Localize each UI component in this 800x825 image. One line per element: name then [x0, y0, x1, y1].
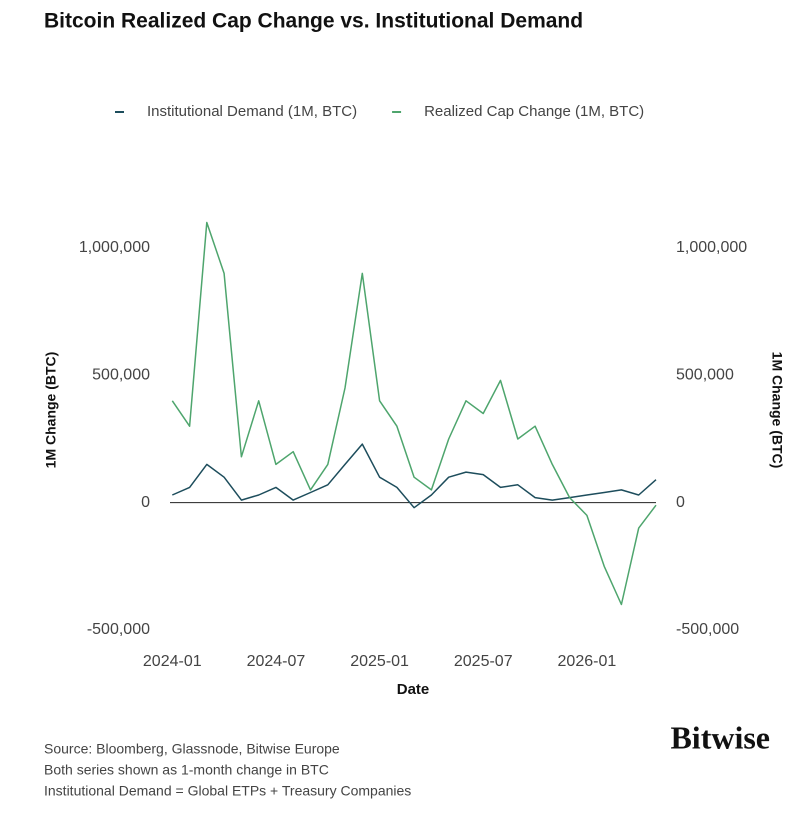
legend-label: Realized Cap Change (1M, BTC): [424, 103, 644, 120]
y2-tick-label: 500,000: [676, 367, 734, 384]
y-tick-label: -500,000: [87, 621, 150, 638]
y-tick-label: 0: [141, 494, 150, 511]
x-tick-label: 2025-01: [350, 653, 409, 670]
x-tick-label: 2024-01: [143, 653, 202, 670]
y-tick-label: 1,000,000: [79, 239, 150, 256]
source-line: Both series shown as 1-month change in B…: [44, 762, 329, 778]
x-tick-label: 2025-07: [454, 653, 513, 670]
x-tick-label: 2026-01: [558, 653, 617, 670]
series-line: [171, 221, 657, 606]
logo: Bitwise: [670, 719, 770, 755]
y-axis-label: 1M Change (BTC): [43, 352, 59, 469]
chart-title: Bitcoin Realized Cap Change vs. Institut…: [44, 10, 583, 33]
x-tick-label: 2024-07: [247, 653, 306, 670]
y2-tick-label: 0: [676, 494, 685, 511]
y-tick-label: 500,000: [92, 367, 150, 384]
x-axis-label: Date: [397, 681, 430, 698]
y2-axis-label: 1M Change (BTC): [769, 352, 785, 469]
y2-tick-label: -500,000: [676, 621, 739, 638]
y2-tick-label: 1,000,000: [676, 239, 747, 256]
source-line: Institutional Demand = Global ETPs + Tre…: [44, 783, 411, 799]
source-line: Source: Bloomberg, Glassnode, Bitwise Eu…: [44, 741, 340, 757]
legend-label: Institutional Demand (1M, BTC): [147, 103, 357, 120]
series-line: [171, 443, 657, 509]
